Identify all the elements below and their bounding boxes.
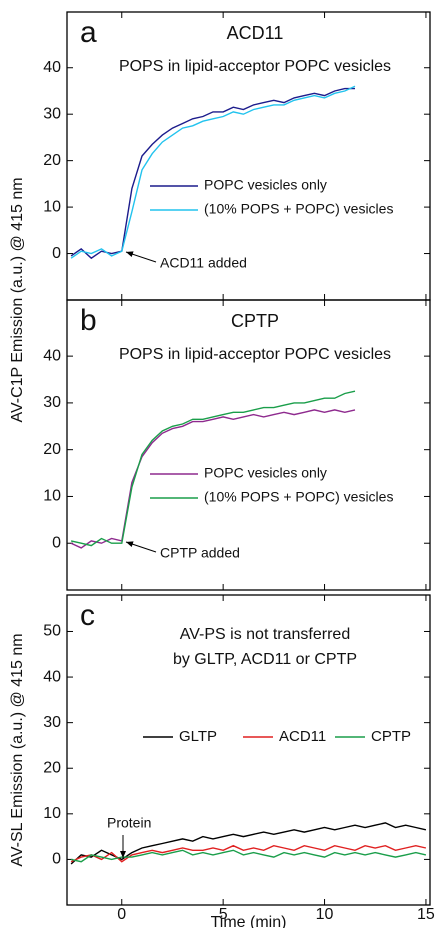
data-line <box>70 87 355 260</box>
y-tick-label: 20 <box>43 759 61 776</box>
panel-subtitle: by GLTP, ACD11 or CPTP <box>173 651 357 668</box>
plot-frame <box>66 299 431 591</box>
y-tick-label: 30 <box>43 714 61 731</box>
y-axis-label: AV-C1P Emission (a.u.) @ 415 nm <box>9 177 26 422</box>
x-tick-label: 5 <box>219 906 228 923</box>
y-tick-label: 20 <box>43 441 61 458</box>
annotation-arrow <box>125 251 157 263</box>
y-tick-label: 0 <box>52 245 61 262</box>
x-tick-label: 10 <box>316 906 334 923</box>
data-line <box>70 390 356 547</box>
panel-label: b <box>80 304 97 337</box>
legend-label: ACD11 <box>279 728 326 745</box>
annotation-arrow <box>125 541 157 553</box>
x-tick-label: 15 <box>417 906 435 923</box>
panel-subtitle: POPS in lipid-acceptor POPC vesicles <box>119 346 391 363</box>
legend-label: (10% POPS + POPC) vesicles <box>204 201 393 217</box>
y-tick-label: 0 <box>52 534 61 551</box>
y-tick-label: 10 <box>43 805 61 822</box>
y-tick-label: 20 <box>43 152 61 169</box>
data-line <box>70 409 356 549</box>
legend-label: (10% POPS + POPC) vesicles <box>204 489 393 505</box>
plot-frame <box>66 11 431 301</box>
y-tick-label: 0 <box>52 851 61 868</box>
x-axis-label: Time (min) <box>211 914 287 928</box>
y-tick-label: 30 <box>43 394 61 411</box>
plot-frame <box>66 594 431 906</box>
legend-label: POPC vesicles only <box>204 177 327 193</box>
panel-subtitle: POPS in lipid-acceptor POPC vesicles <box>119 58 391 75</box>
annotation: Protein <box>107 815 151 831</box>
y-tick-label: 40 <box>43 668 61 685</box>
legend-label: CPTP <box>371 728 411 745</box>
panel-label: c <box>80 599 95 632</box>
data-line <box>70 822 427 865</box>
y-tick-label: 10 <box>43 198 61 215</box>
legend-label: POPC vesicles only <box>204 465 327 481</box>
panel-label: a <box>80 16 97 49</box>
legend-label: GLTP <box>179 728 217 745</box>
y-tick-label: 40 <box>43 59 61 76</box>
y-tick-label: 10 <box>43 488 61 505</box>
panel-title: AV-PS is not transferred <box>180 626 350 643</box>
annotation: CPTP added <box>160 545 240 561</box>
y-tick-label: 50 <box>43 623 61 640</box>
y-tick-label: 30 <box>43 105 61 122</box>
data-line <box>70 85 356 259</box>
data-line <box>70 844 427 863</box>
panel-title: ACD11 <box>227 23 284 43</box>
data-line <box>70 849 427 863</box>
x-tick-label: 0 <box>117 906 126 923</box>
annotation: ACD11 added <box>160 255 247 271</box>
y-axis-label: AV-SL Emission (a.u.) @ 415 nm <box>9 633 26 866</box>
y-tick-label: 40 <box>43 347 61 364</box>
panel-title: CPTP <box>231 311 279 331</box>
